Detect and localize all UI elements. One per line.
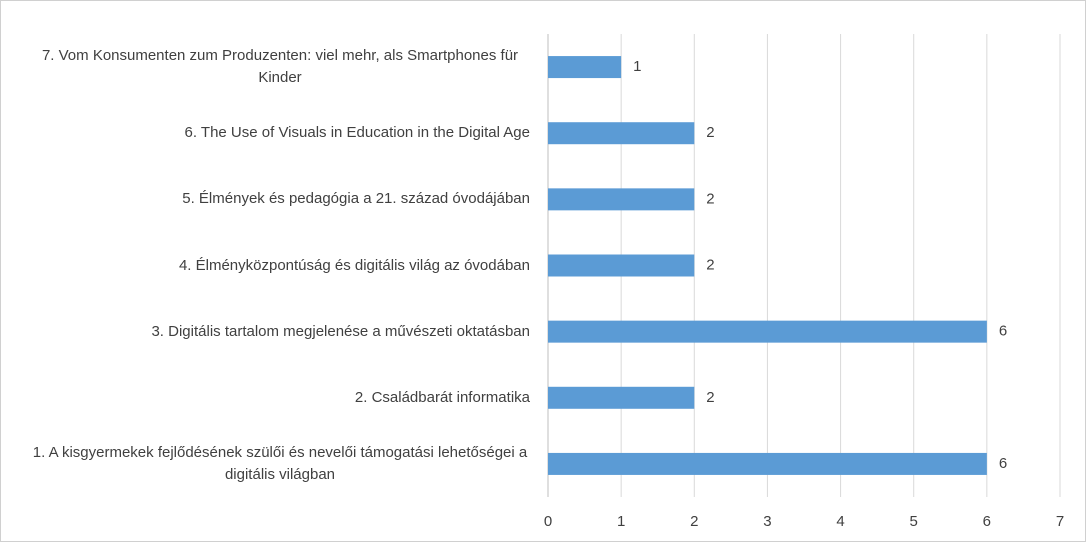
x-tick-label: 3	[763, 513, 771, 530]
y-tick-label: 1. A kisgyermekek fejlődésének szülői és…	[32, 443, 528, 483]
x-tick-label: 6	[983, 513, 991, 530]
x-tick-label: 2	[690, 513, 698, 530]
value-label: 2	[706, 389, 714, 406]
value-label: 2	[706, 256, 714, 273]
bar	[548, 56, 622, 79]
bar	[548, 122, 695, 145]
bar	[548, 188, 695, 211]
x-tick-label: 1	[617, 513, 625, 530]
y-tick-label: 7. Vom Konsumenten zum Produzenten: viel…	[41, 47, 519, 87]
value-label: 6	[999, 323, 1007, 340]
y-tick-label: 4. Élményközpontúság és digitális világ …	[178, 256, 530, 274]
value-label: 2	[706, 124, 714, 141]
x-tick-label: 0	[544, 513, 552, 530]
bar	[548, 386, 695, 409]
bar	[548, 254, 695, 277]
x-tick-label: 7	[1056, 513, 1064, 530]
value-label: 6	[999, 455, 1007, 472]
x-tick-label: 5	[910, 513, 918, 530]
bar	[548, 320, 987, 343]
y-tick-label: 6. The Use of Visuals in Education in th…	[184, 124, 531, 142]
bar	[548, 452, 987, 475]
value-label: 1	[633, 58, 641, 75]
y-tick-label: 2. Családbarát informatika	[354, 388, 530, 406]
y-tick-label: 5. Élmények és pedagógia a 21. század óv…	[182, 190, 530, 208]
x-tick-label: 4	[836, 513, 844, 530]
value-label: 2	[706, 190, 714, 207]
y-tick-label: 3. Digitális tartalom megjelenése a művé…	[151, 322, 530, 340]
